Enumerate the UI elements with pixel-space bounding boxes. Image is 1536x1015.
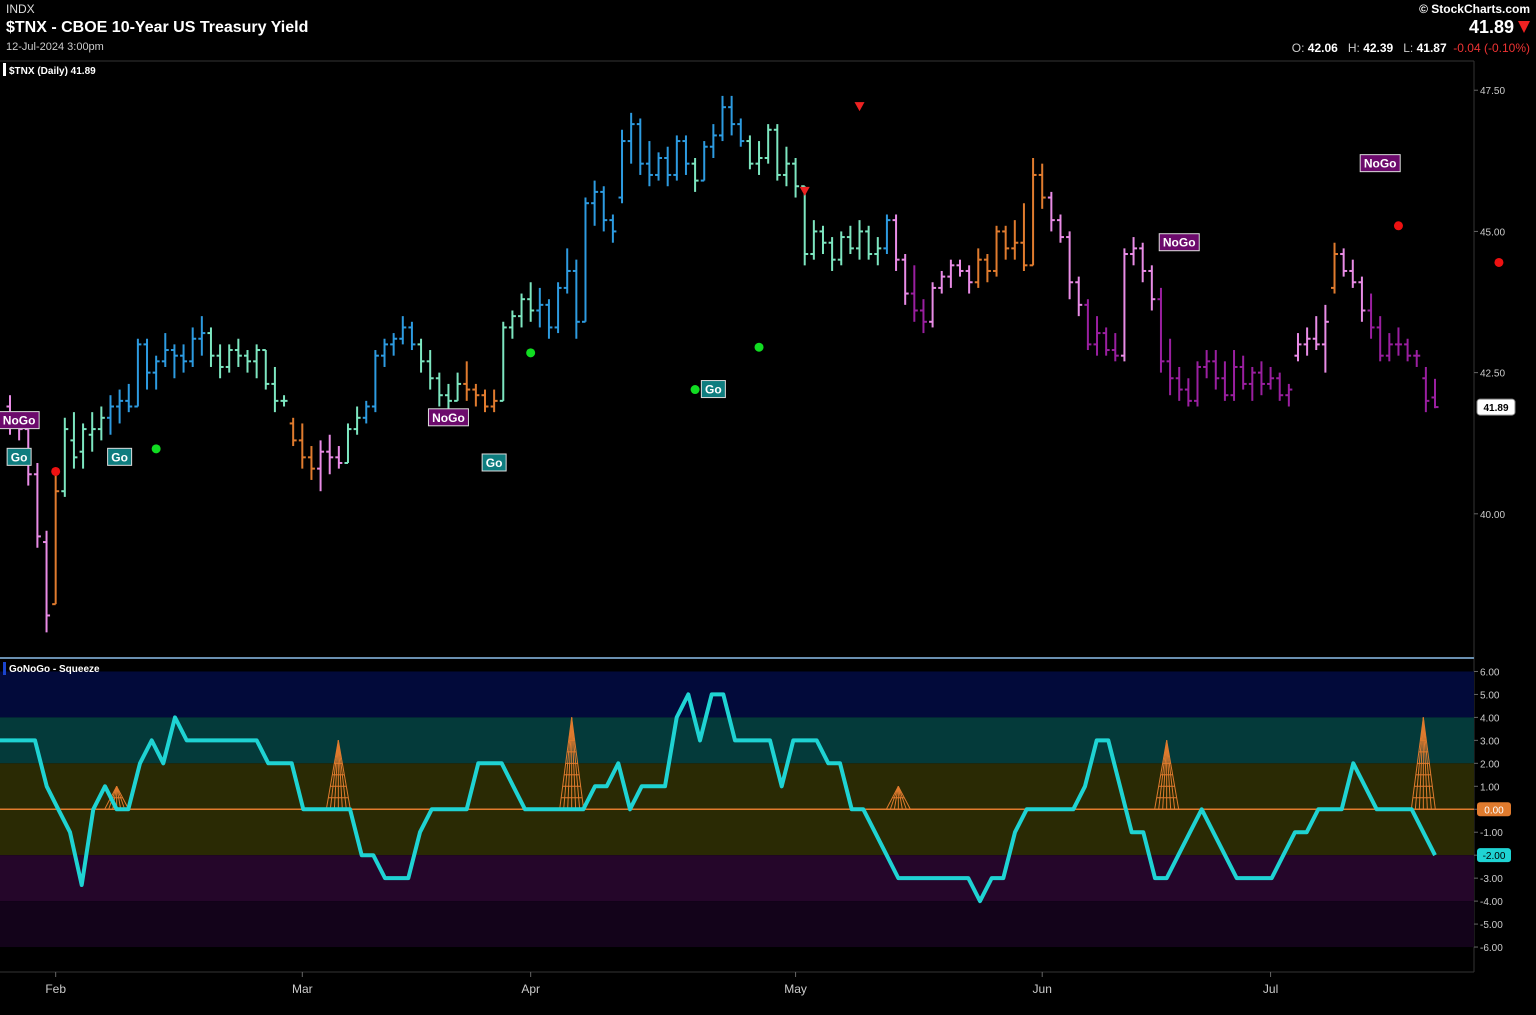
price-tick-label: 45.00 xyxy=(1480,227,1505,238)
ohlc-readout: O: 42.06 H: 42.39 L: 41.87 -0.04 (-0.10%… xyxy=(1292,41,1530,55)
go-label-box xyxy=(107,447,133,466)
down-triangle-marker xyxy=(854,102,865,112)
price-tick-label: 47.50 xyxy=(1480,86,1505,97)
green-dot-marker xyxy=(151,444,161,454)
zero-value-box xyxy=(1477,802,1511,817)
last-value-label: 41.89 xyxy=(1483,403,1508,414)
squeeze-fan xyxy=(116,786,130,810)
low-label: L: xyxy=(1403,41,1414,55)
osc-tick-label: 3.00 xyxy=(1480,736,1500,747)
brand-label[interactable]: © StockCharts.com xyxy=(1419,2,1530,16)
osc-band xyxy=(0,763,1474,810)
nogo-label-box xyxy=(0,411,40,430)
osc-band xyxy=(0,671,1474,718)
zero-value-label: 0.00 xyxy=(1484,805,1504,816)
osc-legend-marker xyxy=(3,662,6,675)
price-legend: $TNX (Daily) 41.89 xyxy=(9,66,96,77)
osc-tick-label: 2.00 xyxy=(1480,759,1500,770)
exchange-label: INDX xyxy=(6,2,35,16)
osc-tick-label: -4.00 xyxy=(1480,897,1503,908)
nogo-label-box xyxy=(427,408,469,427)
osc-tick-label: 5.00 xyxy=(1480,690,1500,701)
osc-band xyxy=(0,809,1474,856)
low-value: 41.87 xyxy=(1416,41,1447,55)
open-label: O: xyxy=(1291,41,1305,55)
osc-tick-label: 4.00 xyxy=(1480,713,1500,724)
legend-marker xyxy=(3,63,6,76)
go-label-box xyxy=(481,453,507,472)
osc-tick-label: -1.00 xyxy=(1480,828,1503,839)
osc-tick-label: 1.00 xyxy=(1480,782,1500,793)
x-tick-label: Jul xyxy=(1263,982,1278,996)
red-dot-marker xyxy=(1494,257,1504,267)
change-value: -0.04 (-0.10%) xyxy=(1453,41,1530,55)
last-price: 41.89 xyxy=(1468,17,1514,37)
x-tick-label: Feb xyxy=(45,982,66,996)
nogo-label: NoGo xyxy=(3,414,36,428)
price-tick-label: 40.00 xyxy=(1480,510,1505,521)
osc-tick-label: -5.00 xyxy=(1480,920,1503,931)
go-label: Go xyxy=(705,383,722,397)
nogo-label: NoGo xyxy=(1163,236,1196,250)
green-dot-marker xyxy=(754,342,764,352)
go-label-box xyxy=(700,380,726,399)
osc-tick-label: -6.00 xyxy=(1480,943,1503,954)
red-dot-marker xyxy=(1393,221,1403,231)
red-dot-marker xyxy=(51,466,61,476)
green-dot-marker xyxy=(690,385,700,395)
x-tick-label: Jun xyxy=(1033,982,1052,996)
go-label-box xyxy=(6,447,32,466)
osc-line xyxy=(0,692,1437,904)
osc-legend: GoNoGo - Squeeze xyxy=(9,664,100,675)
nogo-label: NoGo xyxy=(1364,157,1397,171)
chart-title: $TNX - CBOE 10-Year US Treasury Yield xyxy=(6,19,309,36)
go-label: Go xyxy=(11,450,28,464)
nogo-label: NoGo xyxy=(432,411,465,425)
osc-band xyxy=(0,901,1474,948)
osc-last-box xyxy=(1477,848,1511,863)
osc-tick-label: -3.00 xyxy=(1480,874,1503,885)
nogo-label-box xyxy=(1158,233,1200,252)
down-arrow-icon xyxy=(1518,21,1530,33)
high-label: H: xyxy=(1347,41,1360,55)
go-label: Go xyxy=(111,450,128,464)
open-value: 42.06 xyxy=(1307,41,1338,55)
last-value-box xyxy=(1476,398,1516,416)
green-dot-marker xyxy=(526,348,536,358)
chart-header: INDX $TNX - CBOE 10-Year US Treasury Yie… xyxy=(0,0,1536,60)
x-tick-label: May xyxy=(784,982,807,996)
x-tick-label: Mar xyxy=(292,982,313,996)
go-label: Go xyxy=(486,456,503,470)
high-value: 42.39 xyxy=(1363,41,1394,55)
x-tick-label: Apr xyxy=(521,982,540,996)
nogo-label-box xyxy=(1359,154,1401,173)
price-tick-label: 42.50 xyxy=(1480,369,1505,380)
osc-tick-label: 6.00 xyxy=(1480,667,1500,678)
down-triangle-marker xyxy=(799,186,810,196)
chart-date: 12-Jul-2024 3:00pm xyxy=(6,41,104,53)
osc-last-label: -2.00 xyxy=(1483,851,1506,862)
